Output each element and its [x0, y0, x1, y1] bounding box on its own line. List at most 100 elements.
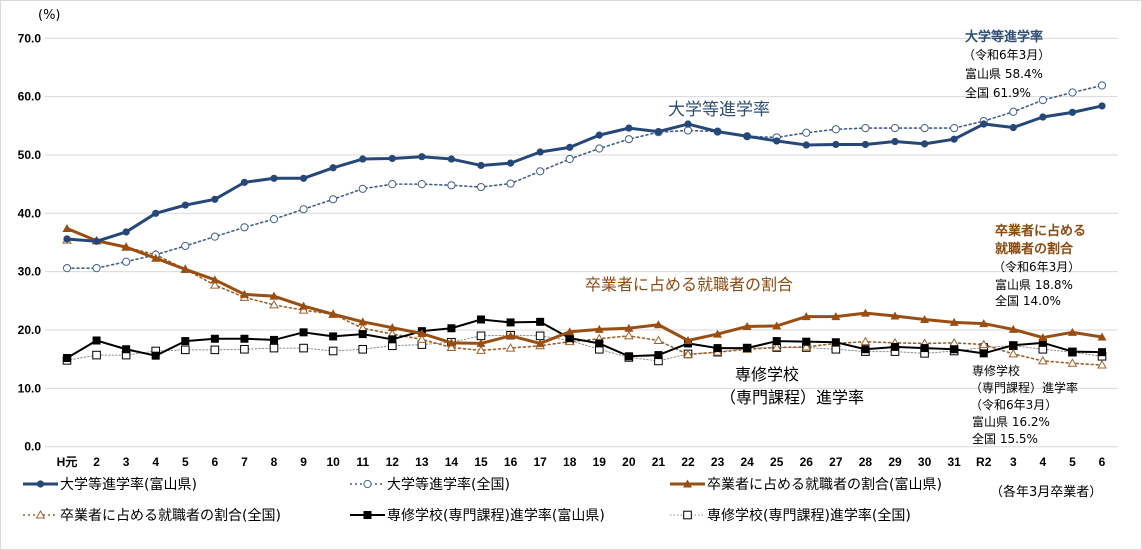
y-tick-label: 50.0 — [18, 148, 42, 162]
data-point — [683, 126, 693, 135]
data-point — [211, 195, 219, 203]
data-point — [772, 337, 781, 346]
legend-label: 専修学校(専門課程)進学率(富山県) — [387, 507, 605, 524]
data-point — [180, 345, 190, 355]
data-point — [624, 352, 633, 361]
legend-item: 専修学校(専門課程)進学率(富山県) — [350, 507, 605, 524]
data-point — [506, 179, 515, 188]
data-point — [860, 336, 871, 346]
data-point — [358, 317, 368, 326]
data-point — [447, 324, 456, 333]
employment-callout-pref: 富山県 18.8% — [995, 277, 1073, 292]
data-point — [269, 291, 279, 300]
x-tick-label: 5 — [1069, 455, 1076, 469]
data-point — [891, 137, 899, 146]
data-point — [801, 312, 811, 321]
series-line — [66, 239, 1103, 366]
legend-label: 卒業者に占める就職者の割合(富山県) — [707, 476, 942, 493]
data-point — [476, 345, 486, 354]
legend-marker-icon — [363, 479, 372, 489]
data-point — [92, 237, 101, 245]
data-point — [832, 140, 840, 149]
legend-item: 大学等進学率(富山県) — [23, 476, 197, 493]
data-point — [270, 174, 278, 182]
data-point — [505, 343, 516, 352]
x-tick-label: 16 — [504, 455, 518, 469]
data-point — [595, 144, 604, 153]
data-point — [565, 334, 574, 343]
data-point — [506, 331, 516, 340]
data-point — [684, 120, 692, 128]
data-point — [594, 324, 604, 333]
x-tick-label: 20 — [622, 455, 636, 469]
data-point — [860, 308, 870, 317]
vocational-callout-title-2: （専門課程）進学率 — [970, 380, 1078, 395]
series-1 — [62, 81, 1107, 273]
data-point — [299, 343, 308, 353]
x-tick-label: 25 — [770, 455, 784, 469]
data-point — [209, 280, 220, 289]
data-point — [210, 345, 220, 355]
data-point — [181, 201, 189, 209]
data-point — [565, 327, 575, 336]
data-point — [980, 120, 988, 128]
data-point — [299, 205, 308, 214]
x-tick-label: 9 — [300, 455, 307, 469]
data-point — [1009, 341, 1018, 350]
x-tick-label: 19 — [593, 455, 607, 469]
series-line — [66, 318, 1103, 359]
x-tick-label: 8 — [271, 455, 278, 469]
legend-marker-icon — [36, 480, 45, 488]
data-point — [890, 124, 900, 133]
x-tick-label: 15 — [474, 455, 488, 469]
series-line — [66, 84, 1103, 269]
legend-label: 専修学校(専門課程)進学率(全国) — [707, 507, 911, 524]
x-tick-label: 5 — [182, 455, 189, 469]
data-point — [151, 351, 160, 360]
data-point — [328, 309, 338, 318]
data-point — [1068, 347, 1077, 356]
x-tick-label: 27 — [829, 455, 843, 469]
data-point — [388, 154, 396, 163]
data-point — [535, 331, 545, 341]
x-tick-label: 10 — [326, 455, 340, 469]
vocational-series-label-line1: 専修学校 — [735, 365, 799, 384]
vocational-callout: 専修学校 （専門課程）進学率 （令和6年3月） 富山県 16.2% 全国 15.… — [970, 363, 1078, 446]
y-tick-label: 30.0 — [18, 265, 42, 279]
employment-callout-title-2: 就職者の割合 — [995, 241, 1074, 257]
data-point — [1009, 107, 1018, 116]
data-point — [329, 164, 337, 172]
data-point — [1038, 96, 1047, 105]
vocational-callout-national: 全国 15.5% — [972, 431, 1038, 446]
vocational-callout-pref: 富山県 16.2% — [972, 414, 1050, 429]
data-point — [240, 334, 249, 343]
data-point — [654, 128, 663, 136]
data-point — [418, 153, 426, 161]
data-point — [477, 315, 485, 324]
data-point — [920, 140, 929, 148]
x-tick-label: 28 — [859, 455, 873, 469]
data-point — [358, 184, 367, 193]
data-point — [950, 135, 958, 143]
data-point — [359, 155, 367, 163]
vocational-callout-title-1: 専修学校 — [972, 363, 1020, 378]
data-point — [1097, 360, 1107, 369]
legend: 大学等進学率(富山県) 大学等進学率(全国) 卒業者に占める就職者の割合(富山県) 卒… — [23, 476, 942, 524]
data-point — [506, 159, 515, 167]
data-point — [181, 337, 190, 346]
data-point — [92, 264, 101, 273]
data-point — [801, 341, 812, 351]
x-tick-label: 23 — [711, 455, 725, 469]
x-tick-label: 4 — [1040, 455, 1047, 469]
data-point — [92, 350, 101, 360]
data-point — [950, 345, 959, 354]
series-line — [66, 104, 1103, 243]
data-point — [742, 321, 752, 330]
data-point — [595, 131, 603, 139]
university-callout-title: 大学等進学率 — [965, 29, 1043, 45]
x-tick-label: 17 — [533, 455, 547, 469]
data-point — [387, 323, 397, 332]
employment-series-label: 卒業者に占める就職者の割合 — [585, 275, 793, 294]
data-point — [949, 317, 959, 326]
y-axis-unit: (%) — [38, 8, 61, 23]
